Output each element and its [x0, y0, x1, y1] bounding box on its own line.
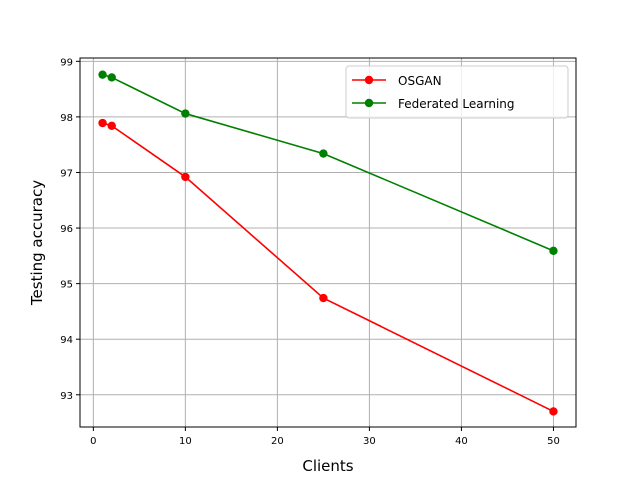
- y-tick-label: 99: [60, 57, 73, 68]
- x-axis-title: Clients: [302, 457, 353, 475]
- y-tick-label: 95: [60, 280, 73, 291]
- data-point-osgan: [549, 407, 558, 416]
- legend-box: [345, 65, 569, 119]
- data-point-osgan: [107, 121, 116, 130]
- legend-label: Federated Learning: [398, 97, 515, 111]
- plot-frame: [79, 57, 577, 428]
- data-point-federated-learning: [107, 73, 116, 82]
- legend-item-federated-learning: Federated Learning: [352, 97, 515, 111]
- legend-label: OSGAN: [398, 74, 442, 88]
- series-federated-learning: [98, 70, 558, 256]
- y-tick-label: 94: [60, 335, 73, 346]
- legend-item-osgan: OSGAN: [352, 74, 442, 88]
- data-point-osgan: [181, 172, 190, 182]
- data-point-federated-learning: [319, 149, 328, 158]
- series-layer: [98, 70, 558, 416]
- legend: OSGAN Federated Learning: [345, 65, 569, 119]
- data-point-osgan: [98, 118, 107, 128]
- series-osgan: [98, 118, 558, 416]
- x-tick-label: 0: [90, 436, 96, 447]
- y-axis-title: Testing accuracy: [28, 180, 46, 306]
- grid-lines: [80, 58, 576, 427]
- data-point-federated-learning: [98, 70, 107, 79]
- y-tick-label: 96: [60, 224, 73, 235]
- data-point-federated-learning: [549, 246, 558, 256]
- x-tick-label: 20: [271, 436, 284, 447]
- y-tick-label: 93: [60, 391, 73, 402]
- x-tick-label: 30: [363, 436, 376, 447]
- x-tick-label: 50: [547, 436, 560, 447]
- data-point-osgan: [319, 293, 328, 303]
- legend-marker: [364, 75, 374, 85]
- axis-ticks: 0 10 20 30 40 50 93 94 95 96 97 98 99: [60, 57, 560, 447]
- x-tick-label: 40: [455, 436, 468, 447]
- y-tick-label: 98: [60, 113, 73, 124]
- data-point-federated-learning: [181, 109, 190, 118]
- x-tick-label: 10: [179, 436, 192, 447]
- y-tick-label: 97: [60, 168, 73, 179]
- legend-marker: [364, 98, 374, 108]
